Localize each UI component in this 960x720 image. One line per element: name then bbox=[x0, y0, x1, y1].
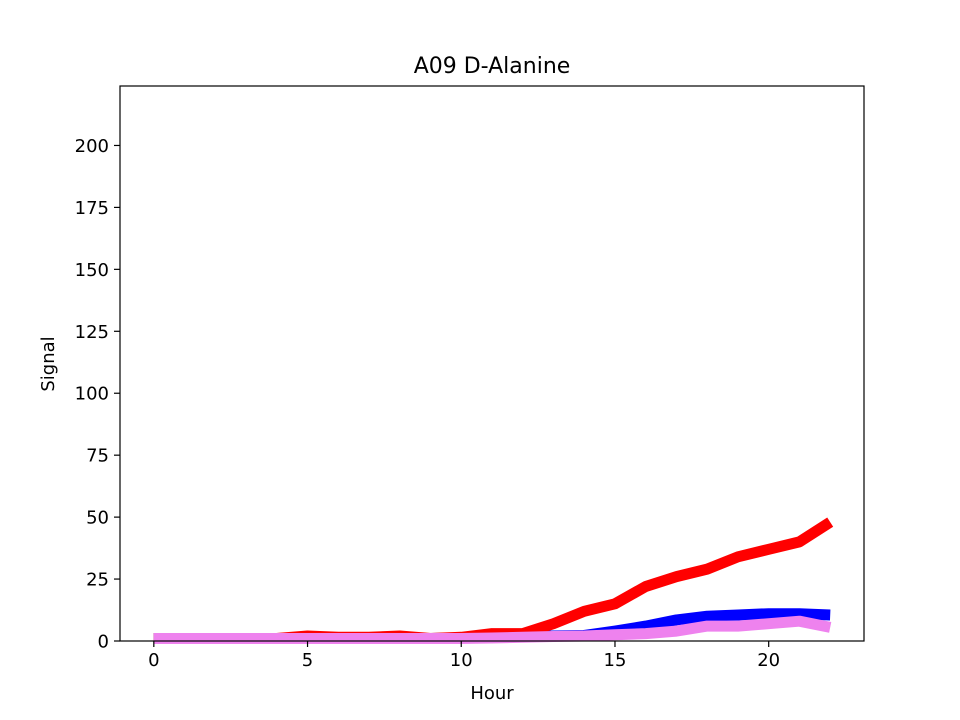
series-line-3 bbox=[153, 615, 832, 644]
y-tick-label: 200 bbox=[75, 136, 109, 157]
y-tick-label: 75 bbox=[86, 446, 109, 467]
y-tick-label: 50 bbox=[86, 508, 109, 529]
x-axis-label: Hour bbox=[470, 683, 514, 704]
x-axis-ticks: 0 5 10 15 20 bbox=[148, 641, 780, 671]
y-tick-label: 150 bbox=[75, 260, 109, 281]
y-tick-label: 175 bbox=[75, 198, 109, 219]
plot-frame bbox=[119, 85, 865, 642]
y-tick-label: 25 bbox=[86, 570, 109, 591]
y-tick-label: 100 bbox=[75, 384, 109, 405]
x-tick-label: 10 bbox=[450, 650, 473, 671]
x-tick-label: 0 bbox=[148, 650, 159, 671]
y-axis-ticks: 0 25 50 75 100 125 150 175 200 bbox=[75, 136, 120, 653]
x-tick-label: 5 bbox=[302, 650, 313, 671]
y-axis-label: Signal bbox=[38, 336, 59, 391]
chart-title: A09 D-Alanine bbox=[414, 54, 571, 79]
y-tick-label: 125 bbox=[75, 322, 109, 343]
y-tick-label: 0 bbox=[98, 632, 109, 653]
x-tick-label: 20 bbox=[757, 650, 780, 671]
x-tick-label: 15 bbox=[604, 650, 627, 671]
series-layer bbox=[153, 517, 834, 644]
